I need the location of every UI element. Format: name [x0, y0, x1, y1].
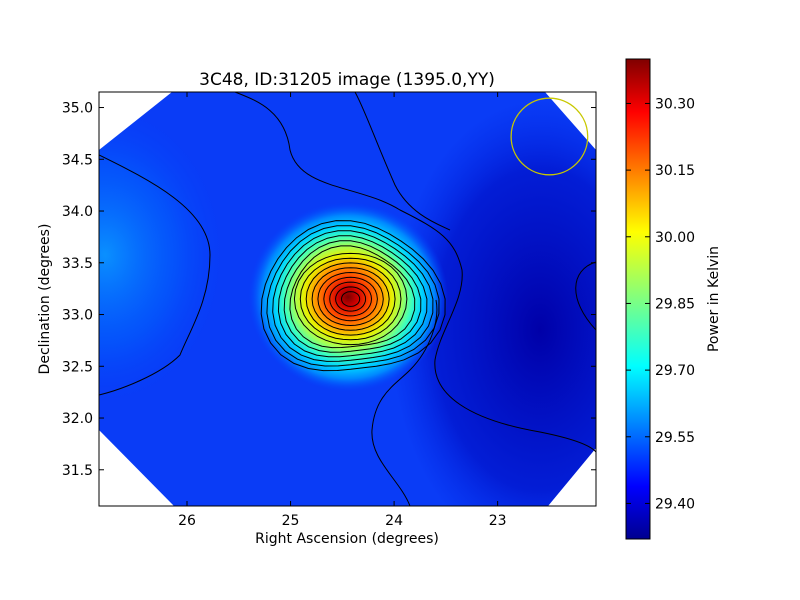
- contour-line: [575, 261, 596, 331]
- x-tick-label: 24: [385, 513, 403, 529]
- contour-line: [371, 299, 438, 506]
- contour-ring: [283, 240, 422, 353]
- contour-ring: [305, 262, 396, 336]
- y-tick-label: 33.5: [62, 256, 93, 272]
- contour-ring: [272, 230, 434, 362]
- contour-ring: [340, 291, 361, 307]
- contour-line: [234, 92, 596, 453]
- contour-ring: [299, 257, 402, 341]
- contour-ring: [289, 245, 416, 349]
- colorbar-tick-label: 29.70: [655, 363, 695, 379]
- dark-region: [390, 100, 596, 506]
- contour-lines: [99, 92, 596, 506]
- colorbar-tick-label: 29.85: [655, 296, 695, 312]
- contour-line: [354, 92, 451, 231]
- plot-frame: [98, 91, 597, 507]
- colorbar-tick-label: 30.30: [655, 96, 695, 112]
- y-axis-label: Declination (degrees): [37, 224, 53, 375]
- y-tick-label: 32.5: [62, 359, 93, 375]
- contour-ring: [335, 286, 367, 312]
- x-axis-ticks: 26 25 24 23: [178, 92, 507, 529]
- x-tick-label: 25: [282, 513, 300, 529]
- beam-circle: [510, 97, 589, 176]
- y-tick-label: 33.0: [62, 308, 93, 324]
- colorbar: [625, 58, 651, 540]
- contour-ring: [293, 252, 408, 346]
- contour-ring: [260, 220, 446, 372]
- contour-ring: [311, 267, 390, 331]
- colorbar-label: Power in Kelvin: [706, 246, 722, 352]
- contour-ring: [329, 281, 373, 317]
- contour-line: [99, 154, 211, 396]
- y-tick-label: 31.5: [62, 463, 93, 479]
- colorbar-tick-label: 30.00: [655, 230, 695, 246]
- y-tick-label: 32.0: [62, 411, 93, 427]
- contour-ring: [277, 235, 428, 358]
- x-tick-label: 23: [489, 513, 507, 529]
- colorbar-ticks: 29.40 29.55 29.70 29.85 30.00 30.15 30.30: [626, 96, 695, 512]
- y-tick-label: 34.0: [62, 204, 93, 220]
- source-peak: [248, 202, 448, 392]
- colorbar-tick-label: 30.15: [655, 163, 695, 179]
- x-tick-label: 26: [178, 513, 196, 529]
- contour-ring: [266, 225, 440, 367]
- contour-ring: [323, 276, 378, 322]
- chart-title: 3C48, ID:31205 image (1395.0,YY): [199, 70, 495, 90]
- y-tick-label: 35.0: [62, 101, 93, 117]
- bright-region-left: [99, 105, 225, 405]
- y-axis-ticks: 31.5 32.0 32.5 33.0 33.5 34.0 34.5 35.0: [62, 101, 596, 479]
- heatmap-image: [99, 92, 596, 506]
- y-tick-label: 34.5: [62, 152, 93, 168]
- colorbar-tick-label: 29.55: [655, 430, 695, 446]
- x-axis-label: Right Ascension (degrees): [255, 531, 439, 547]
- contour-ring: [317, 271, 384, 327]
- colorbar-tick-label: 29.40: [655, 496, 695, 512]
